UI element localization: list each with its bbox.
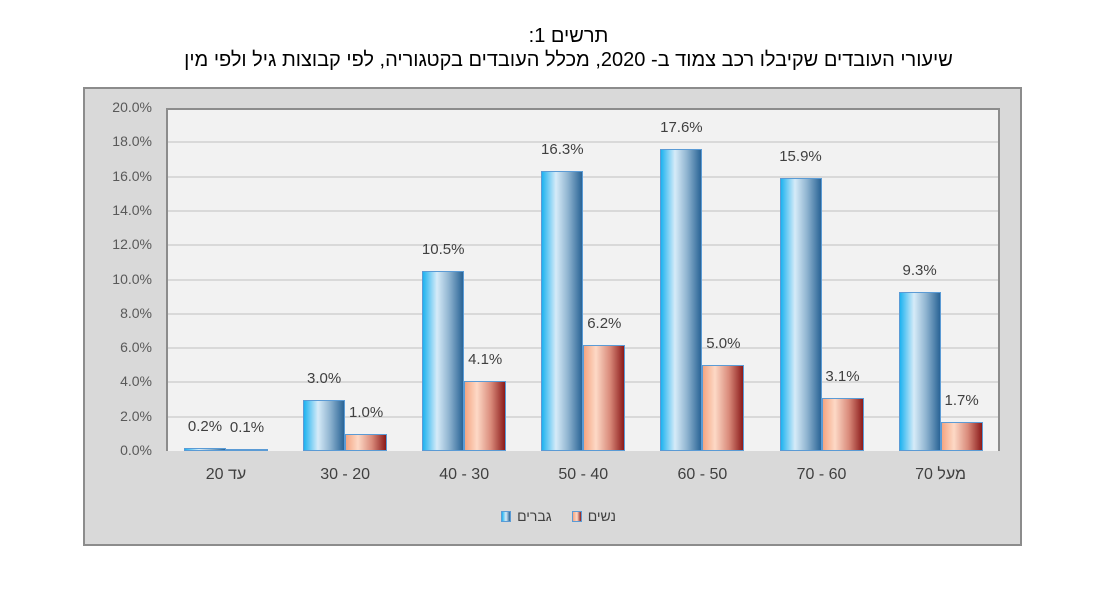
y-tick-label: 4.0%: [120, 373, 152, 390]
legend-label-women: נשים: [587, 508, 616, 524]
bar-men: [422, 270, 465, 451]
x-tick-label: עד 20: [205, 466, 247, 483]
legend-swatch-women: [571, 510, 582, 522]
bar-women: [345, 433, 388, 451]
x-tick-label: מעל 70: [915, 466, 967, 483]
legend-swatch-men: [501, 510, 512, 522]
x-tick-label: 40 - 30: [439, 466, 490, 483]
bar-men: [184, 447, 226, 451]
bar-men: [303, 399, 346, 451]
y-tick-label: 12.0%: [112, 236, 152, 253]
bar-women: [821, 397, 864, 451]
bar-men: [541, 171, 584, 451]
bar-women: [226, 449, 268, 452]
chart-title-line1: תרשים 1:: [528, 25, 609, 47]
bar-men: [660, 149, 703, 451]
data-label-women: 5.0%: [706, 335, 741, 353]
legend-label-men: גברים: [517, 508, 552, 524]
data-label-men: 17.6%: [660, 119, 703, 137]
y-tick-label: 0.0%: [120, 442, 152, 458]
y-tick-label: 6.0%: [120, 339, 152, 356]
bar-men: [898, 291, 941, 451]
x-tick-label: 70 - 60: [796, 466, 847, 483]
y-tick-label: 10.0%: [112, 270, 152, 287]
data-label-women: 1.7%: [944, 391, 979, 409]
y-tick-label: 2.0%: [120, 407, 152, 424]
data-label-men: 9.3%: [902, 261, 937, 279]
bar-men: [779, 178, 822, 451]
x-tick-label: 50 - 40: [558, 466, 609, 483]
bar-women: [940, 421, 983, 451]
bar-women: [583, 344, 626, 451]
x-tick-label: 60 - 50: [677, 466, 728, 483]
data-label-men: 10.5%: [421, 240, 465, 258]
data-label-women: 3.1%: [825, 367, 860, 385]
data-label-women: 1.0%: [348, 403, 384, 421]
data-label-women: 0.1%: [229, 419, 265, 437]
chart-title: תרשים 1: שיעורי העובדים שקיבלו רכב צמוד …: [0, 24, 1107, 72]
gridline: [168, 141, 998, 144]
data-label-men: 0.2%: [187, 417, 223, 435]
data-label-men: 3.0%: [306, 369, 342, 387]
data-label-men: 16.3%: [541, 141, 584, 159]
y-tick-label: 20.0%: [112, 99, 152, 115]
legend: גברים נשים: [0, 508, 1107, 525]
bar-women: [702, 365, 745, 451]
y-tick-label: 16.0%: [112, 167, 152, 184]
chart-title-line2: שיעורי העובדים שקיבלו רכב צמוד ב- 2020, …: [184, 49, 953, 71]
bar-women: [464, 380, 507, 451]
y-tick-label: 8.0%: [120, 304, 152, 321]
x-tick-label: 30 - 20: [320, 466, 370, 483]
y-tick-label: 18.0%: [112, 133, 152, 150]
data-label-men: 15.9%: [779, 148, 822, 166]
data-label-women: 4.1%: [468, 350, 503, 368]
data-label-women: 6.2%: [587, 314, 622, 332]
y-tick-label: 14.0%: [112, 201, 152, 218]
